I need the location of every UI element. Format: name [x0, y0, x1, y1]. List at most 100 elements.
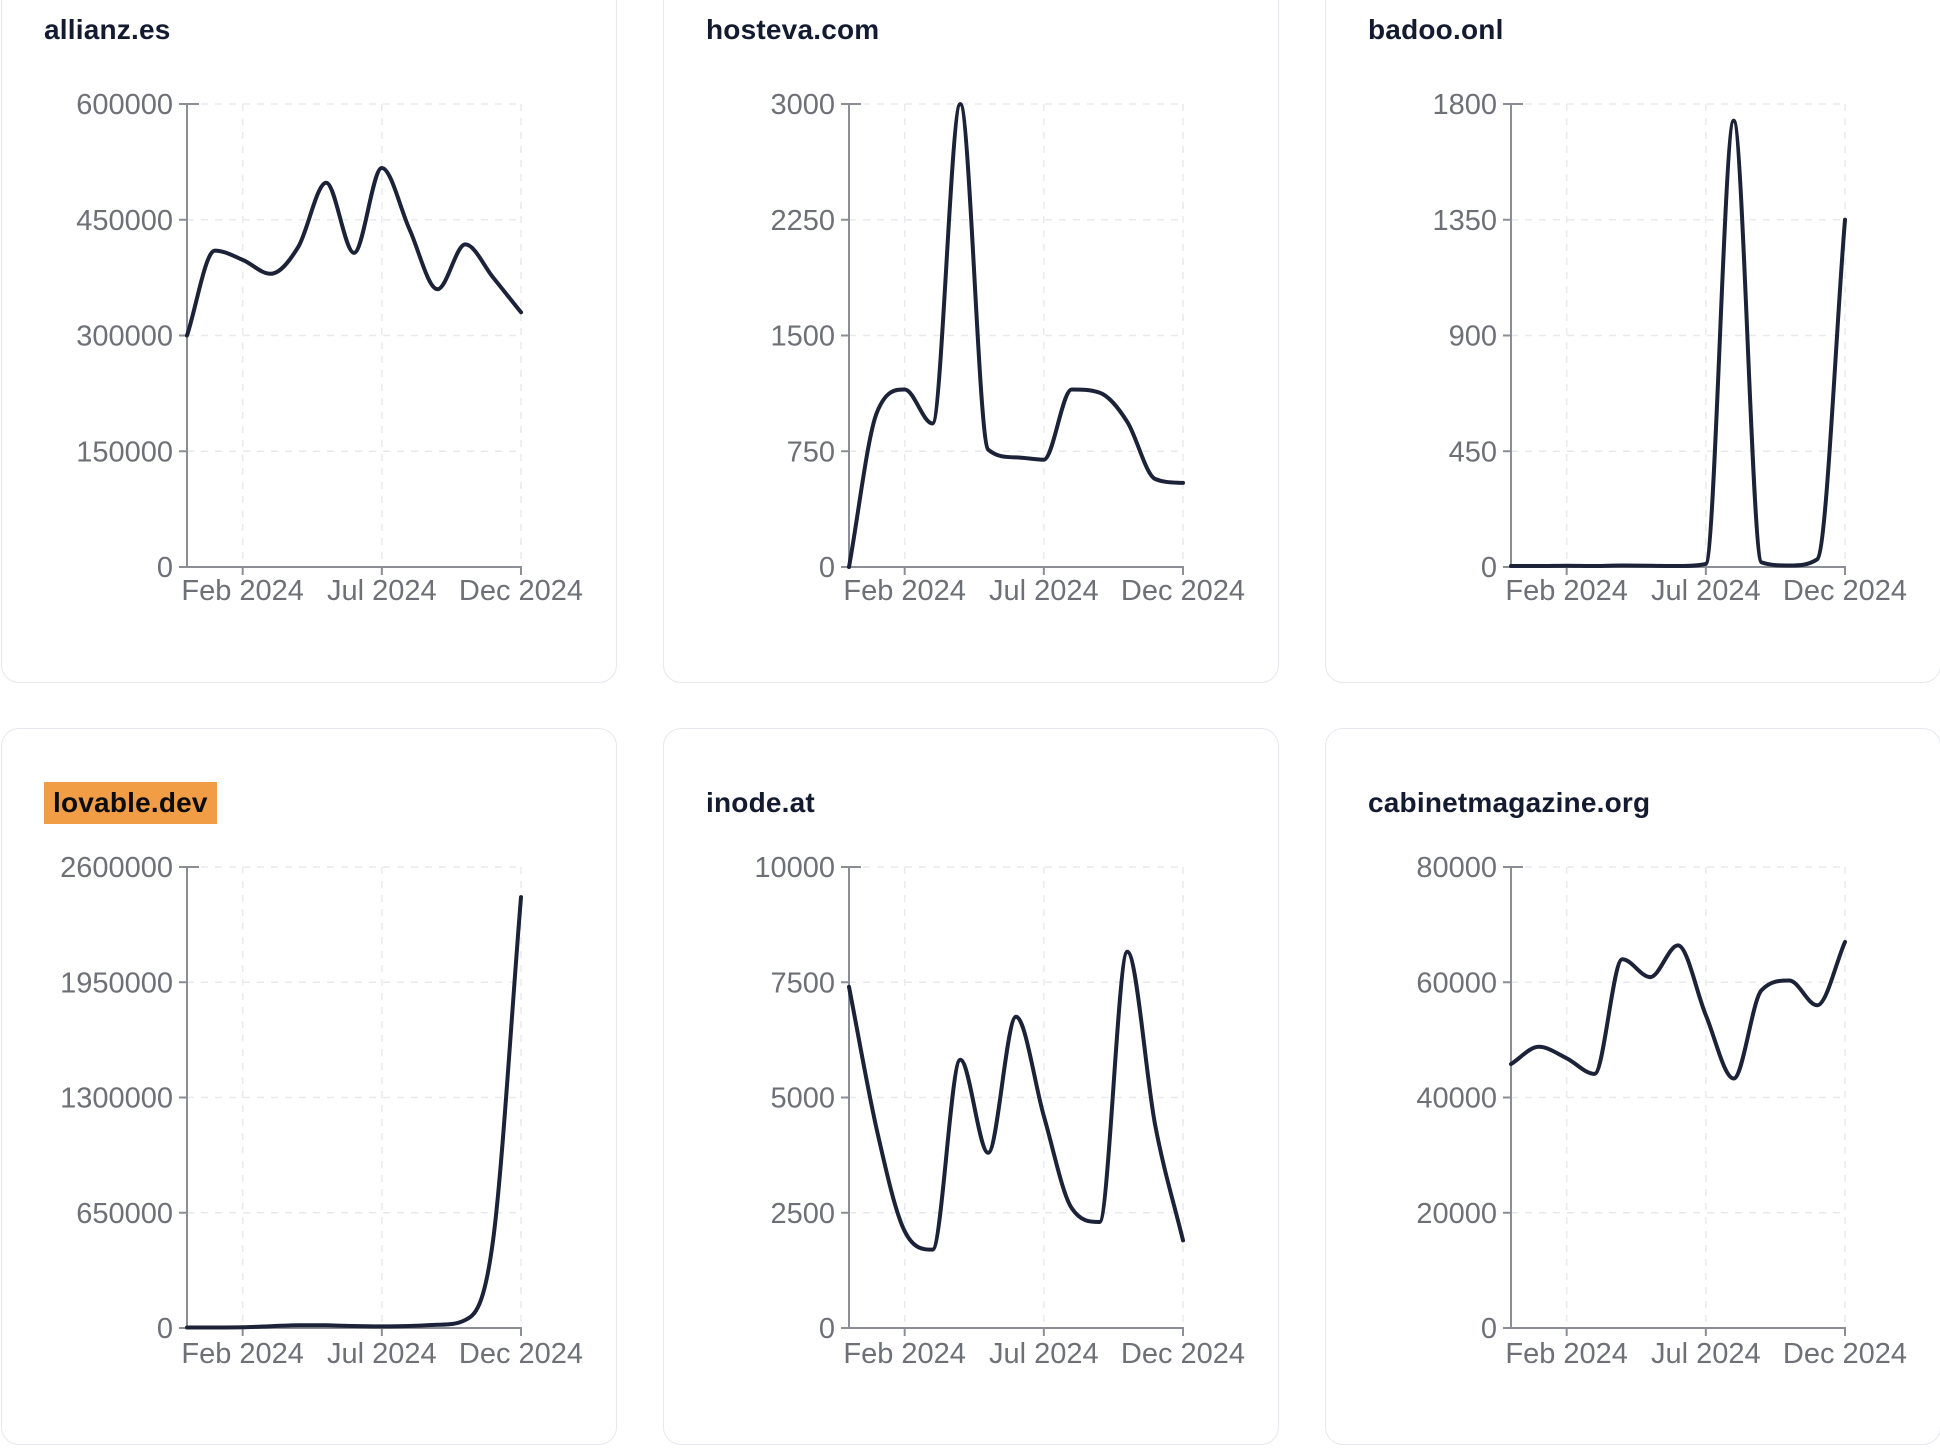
gridlines: [849, 103, 1184, 568]
y-tick-label: 1500: [770, 321, 835, 353]
gridlines: [1511, 866, 1846, 1329]
axes: [179, 103, 522, 575]
chart-card: badoo.onl 1800 1350 900 450 0 Feb 2024 Jul 202…: [1325, 0, 1940, 683]
y-tick-label: 1300000: [60, 1083, 173, 1115]
y-tick-label: 5000: [770, 1083, 835, 1115]
chart-title-text-highlighted: lovable.dev: [44, 782, 217, 824]
y-tick-label: 7500: [770, 967, 835, 999]
gridlines: [187, 866, 522, 1329]
x-tick-label: Dec 2024: [1783, 1338, 1907, 1370]
axis-domain: [848, 103, 1184, 575]
axis-domain: [186, 866, 522, 1336]
y-tick-label: 2250: [770, 205, 835, 237]
chart-card: hosteva.com 3000 2250 1500 750 0 Feb 2024 Jul …: [663, 0, 1279, 683]
x-tick-label: Feb 2024: [181, 1338, 304, 1370]
x-tick-label: Dec 2024: [1121, 575, 1245, 607]
gridlines: [187, 103, 522, 568]
chart-card: inode.at 10000 7500 5000 2500 0 Feb 2024 Jul 2…: [663, 728, 1279, 1445]
x-tick-label: Jul 2024: [989, 575, 1099, 607]
y-tick-label: 0: [1481, 1313, 1497, 1345]
series-line: [1509, 939, 1847, 1081]
axes: [841, 103, 1184, 575]
chart-title: badoo.onl: [1368, 14, 1504, 46]
y-tick-label: 0: [157, 552, 173, 584]
axis-domain: [1510, 866, 1846, 1336]
chart-card: cabinetmagazine.org 80000 60000 40000 20000…: [1325, 728, 1940, 1445]
y-tick-label: 1950000: [60, 967, 173, 999]
chart-card: allianz.es 600000 450000 300000 150000 0 Feb …: [1, 0, 617, 683]
chart-title: allianz.es: [44, 14, 171, 46]
y-tick-label: 0: [1481, 552, 1497, 584]
x-tick-label: Jul 2024: [1651, 1338, 1761, 1370]
x-tick-label: Feb 2024: [843, 575, 966, 607]
series-line: [1509, 118, 1847, 568]
axes: [1503, 103, 1846, 575]
y-tick-label: 900: [1449, 321, 1497, 353]
x-tick-label: Feb 2024: [181, 575, 304, 607]
x-tick-label: Feb 2024: [1505, 575, 1628, 607]
x-tick-label: Jul 2024: [1651, 575, 1761, 607]
y-tick-label: 450000: [76, 205, 173, 237]
x-tick-label: Dec 2024: [1121, 1338, 1245, 1370]
y-tick-label: 600000: [76, 89, 173, 121]
y-tick-label: 0: [157, 1313, 173, 1345]
chart-title-text: cabinetmagazine.org: [1368, 787, 1651, 818]
chart-title: lovable.dev: [44, 782, 217, 824]
axes: [841, 866, 1184, 1336]
chart-title-text: badoo.onl: [1368, 14, 1504, 45]
axis-domain: [186, 103, 522, 575]
y-tick-label: 80000: [1416, 852, 1497, 884]
series-line: [847, 102, 1185, 569]
chart-title: cabinetmagazine.org: [1368, 787, 1650, 819]
y-tick-label: 20000: [1416, 1198, 1497, 1230]
chart-title-text: inode.at: [706, 787, 815, 818]
chart-title-text: allianz.es: [44, 14, 171, 45]
series-line: [185, 895, 523, 1330]
y-tick-label: 10000: [754, 852, 835, 884]
axis-domain: [848, 866, 1184, 1336]
y-tick-label: 0: [819, 552, 835, 584]
y-tick-label: 650000: [76, 1198, 173, 1230]
x-tick-label: Jul 2024: [327, 575, 437, 607]
x-tick-label: Dec 2024: [1783, 575, 1907, 607]
chart-card: lovable.dev 2600000 1950000 1300000 650000 0…: [1, 728, 617, 1445]
y-tick-label: 450: [1449, 436, 1497, 468]
series-line: [185, 166, 523, 338]
axes: [1503, 866, 1846, 1336]
axes: [179, 866, 522, 1336]
chart-title: inode.at: [706, 787, 815, 819]
y-tick-label: 1350: [1432, 205, 1497, 237]
y-tick-label: 750: [787, 436, 835, 468]
y-tick-label: 2600000: [60, 852, 173, 884]
y-tick-label: 1800: [1432, 89, 1497, 121]
y-tick-label: 0: [819, 1313, 835, 1345]
x-tick-label: Jul 2024: [327, 1338, 437, 1370]
x-tick-label: Feb 2024: [843, 1338, 966, 1370]
chart-title-text: hosteva.com: [706, 14, 880, 45]
y-tick-label: 3000: [770, 89, 835, 121]
y-tick-label: 60000: [1416, 967, 1497, 999]
axis-domain: [1510, 103, 1846, 575]
x-tick-label: Feb 2024: [1505, 1338, 1628, 1370]
x-tick-label: Dec 2024: [459, 575, 583, 607]
chart-title: hosteva.com: [706, 14, 879, 46]
gridlines: [849, 866, 1184, 1329]
series-line: [847, 949, 1185, 1252]
y-tick-label: 300000: [76, 321, 173, 353]
y-tick-label: 40000: [1416, 1083, 1497, 1115]
gridlines: [1511, 103, 1846, 568]
y-tick-label: 2500: [770, 1198, 835, 1230]
x-tick-label: Jul 2024: [989, 1338, 1099, 1370]
